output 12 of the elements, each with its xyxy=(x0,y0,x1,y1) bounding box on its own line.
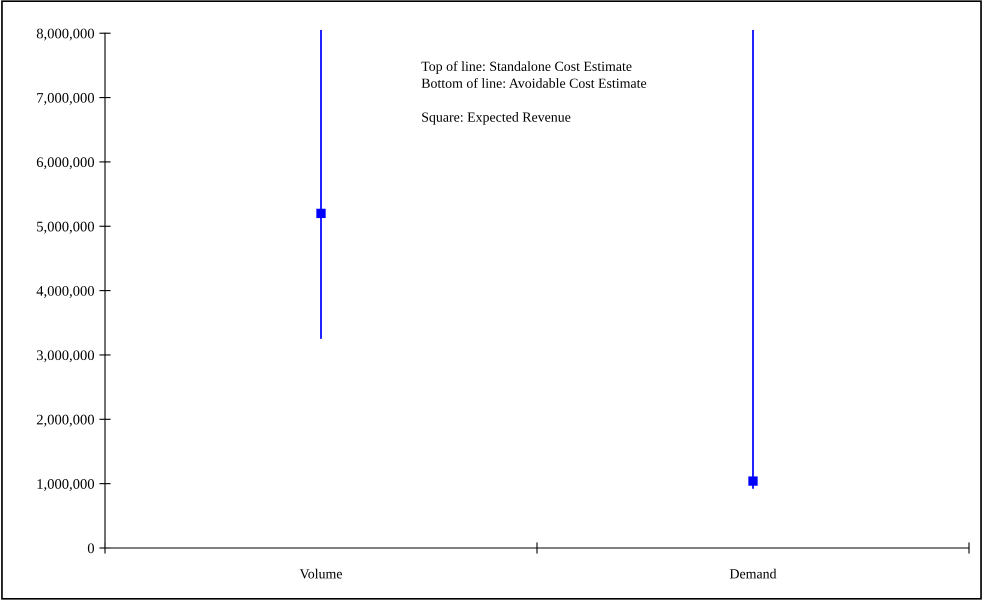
x-tick-label: Volume xyxy=(300,568,342,579)
y-tick-label: 1,000,000 xyxy=(38,479,94,491)
y-tick-label: 7,000,000 xyxy=(37,92,94,105)
y-tick-label: 6,000,000 xyxy=(36,157,94,170)
text: Top of line: Standalone Cost Estimate Bottom of line: Avoidable Cost Estimate Square: Expected Revenue xyxy=(421,61,646,125)
y-tick-label: 4,000,000 xyxy=(36,286,94,298)
y-tick-label: 3,000,000 xyxy=(36,350,94,362)
y-tick-label: 5,000,000 xyxy=(37,222,94,234)
y-tick-label: 2,000,000 xyxy=(36,414,94,427)
x-tick-label: Demand xyxy=(730,568,776,578)
y-tick-label: 8,000,000 xyxy=(36,28,94,41)
y-tick-label: 0 xyxy=(88,543,94,554)
